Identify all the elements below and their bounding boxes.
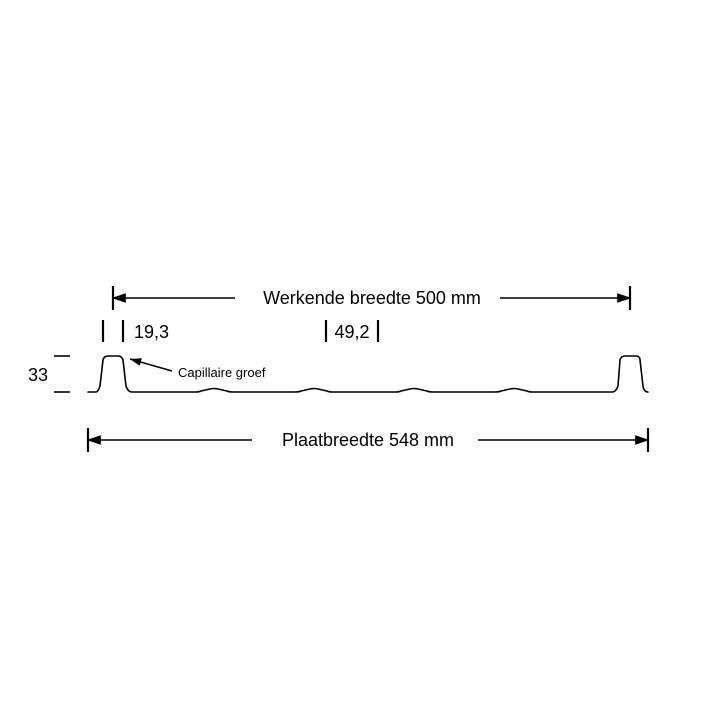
plate-width-label: Plaatbreedte 548 mm — [282, 430, 454, 450]
height-label: 33 — [28, 365, 48, 385]
rib-width-label: 19,3 — [134, 322, 169, 342]
capillary-groove-annotation: Capillaire groef — [130, 359, 266, 380]
detail-dimension: 49,2 — [326, 320, 378, 342]
height-dimension: 33 — [28, 356, 70, 392]
detail-dim-label: 49,2 — [334, 322, 369, 342]
rib-width-dimension: 19,3 — [103, 320, 169, 342]
capillary-groove-label: Capillaire groef — [178, 365, 266, 380]
plate-width-dimension: Plaatbreedte 548 mm — [88, 428, 648, 452]
working-width-label: Werkende breedte 500 mm — [263, 288, 481, 308]
profile-cross-section — [88, 356, 648, 392]
profile-diagram: Werkende breedte 500 mm Plaatbreedte 548… — [0, 0, 725, 725]
working-width-dimension: Werkende breedte 500 mm — [113, 286, 630, 310]
